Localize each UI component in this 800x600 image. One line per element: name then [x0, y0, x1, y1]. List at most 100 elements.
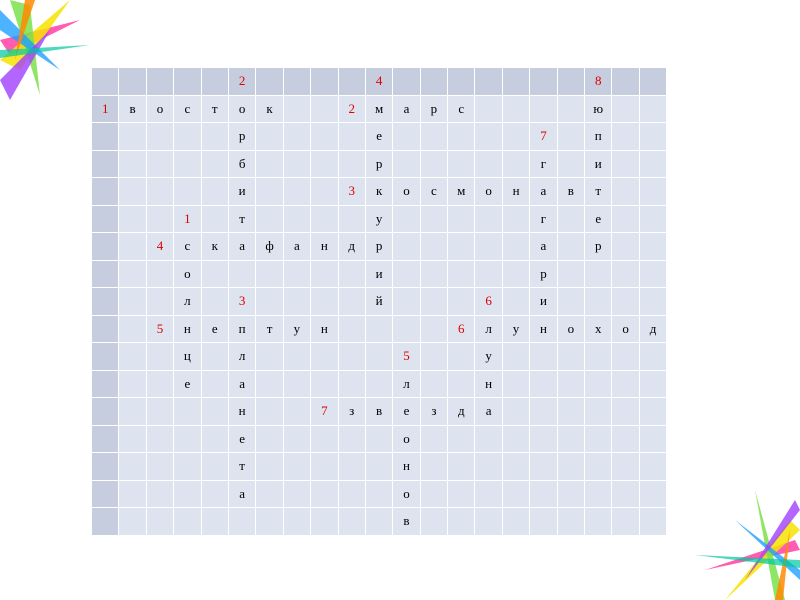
empty-cell: [90, 342, 120, 371]
empty-cell: [584, 259, 613, 288]
empty-cell: [337, 342, 366, 371]
letter-cell: т: [255, 314, 284, 343]
empty-cell: [419, 204, 449, 233]
letter-cell: е: [200, 314, 229, 343]
letter-cell: и: [364, 259, 394, 288]
letter-cell: р: [227, 122, 257, 151]
empty-cell: [638, 507, 668, 536]
letter-cell: а: [282, 232, 312, 261]
letter-cell: н: [310, 232, 339, 261]
empty-cell: [255, 149, 284, 178]
empty-cell: [227, 259, 257, 288]
empty-cell: [638, 232, 668, 261]
empty-cell: [474, 122, 503, 151]
empty-cell: [145, 369, 175, 398]
empty-cell: [337, 149, 366, 178]
empty-cell: [556, 452, 586, 481]
empty-cell: [282, 479, 312, 508]
empty-cell: [638, 259, 668, 288]
empty-cell: [145, 287, 175, 316]
letter-cell: г: [529, 149, 558, 178]
empty-cell: [310, 149, 339, 178]
empty-cell: [474, 259, 503, 288]
empty-cell: [611, 479, 640, 508]
empty-cell: [118, 122, 147, 151]
empty-cell: [501, 397, 531, 426]
empty-cell: [90, 204, 120, 233]
empty-cell: [611, 342, 640, 371]
empty-cell: [145, 452, 175, 481]
empty-cell: [255, 204, 284, 233]
clue-number: 2: [227, 67, 257, 96]
empty-cell: [611, 507, 640, 536]
empty-cell: [145, 479, 175, 508]
empty-cell: [255, 397, 284, 426]
letter-cell: м: [447, 177, 476, 206]
empty-cell: [556, 479, 586, 508]
empty-cell: [173, 424, 202, 453]
header-row: 2 4 8: [90, 67, 668, 96]
empty-cell: [501, 424, 531, 453]
empty-cell: [447, 452, 476, 481]
empty-cell: [611, 122, 640, 151]
empty-cell: [501, 452, 531, 481]
empty-cell: [556, 397, 586, 426]
empty-cell: [145, 204, 175, 233]
empty-cell: [337, 204, 366, 233]
empty-cell: [90, 479, 120, 508]
empty-cell: [145, 259, 175, 288]
empty-cell: [310, 369, 339, 398]
letter-cell: т: [227, 204, 257, 233]
empty-cell: [501, 149, 531, 178]
empty-cell: [310, 122, 339, 151]
empty-cell: [310, 259, 339, 288]
empty-cell: [501, 342, 531, 371]
letter-cell: о: [474, 177, 503, 206]
clue-number: 5: [145, 314, 175, 343]
empty-cell: [90, 314, 120, 343]
empty-cell: [310, 177, 339, 206]
empty-cell: [200, 342, 229, 371]
empty-cell: [90, 232, 120, 261]
empty-cell: [337, 479, 366, 508]
letter-cell: о: [145, 94, 175, 123]
letter-cell: н: [310, 314, 339, 343]
empty-cell: [118, 424, 147, 453]
empty-cell: [584, 452, 613, 481]
empty-cell: [282, 424, 312, 453]
empty-cell: [364, 507, 394, 536]
empty-cell: [501, 94, 531, 123]
empty-cell: [200, 204, 229, 233]
empty-cell: [419, 479, 449, 508]
empty-cell: [200, 507, 229, 536]
empty-cell: [529, 369, 558, 398]
letter-cell: е: [364, 122, 394, 151]
empty-cell: [638, 149, 668, 178]
empty-cell: [173, 452, 202, 481]
empty-cell: [611, 424, 640, 453]
letter-cell: ц: [173, 342, 202, 371]
letter-cell: г: [529, 204, 558, 233]
letter-cell: у: [364, 204, 394, 233]
empty-cell: [337, 369, 366, 398]
empty-cell: [529, 424, 558, 453]
empty-cell: [611, 149, 640, 178]
letter-cell: р: [364, 149, 394, 178]
letter-cell: х: [584, 314, 613, 343]
empty-cell: [227, 507, 257, 536]
letter-cell: в: [118, 94, 147, 123]
empty-cell: [556, 67, 586, 96]
empty-cell: [556, 342, 586, 371]
empty-cell: [419, 369, 449, 398]
empty-cell: [447, 287, 476, 316]
letter-cell: ф: [255, 232, 284, 261]
empty-cell: [118, 397, 147, 426]
letter-cell: р: [364, 232, 394, 261]
empty-cell: [310, 452, 339, 481]
empty-cell: [337, 424, 366, 453]
empty-cell: [200, 122, 229, 151]
empty-cell: [529, 507, 558, 536]
